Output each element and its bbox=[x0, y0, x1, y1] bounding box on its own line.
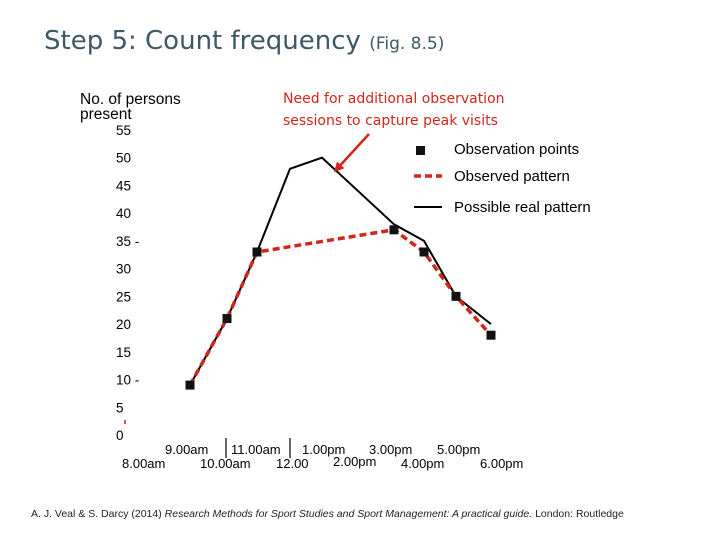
y-tick-label: 55 bbox=[116, 123, 131, 138]
x-axis-labels: 8.00am9.00am10.00am11.00am12.001.00pm2.0… bbox=[122, 442, 523, 471]
annotation-line-2: sessions to capture peak visits bbox=[283, 113, 498, 129]
x-axis-separators bbox=[225, 438, 291, 458]
legend-label: Observation points bbox=[454, 141, 579, 158]
y-tick-label: 35 - bbox=[116, 234, 139, 249]
x-tick-label: 2.00pm bbox=[333, 454, 376, 469]
citation-publisher: London: Routledge bbox=[532, 508, 624, 520]
observation-point bbox=[486, 330, 496, 340]
y-tick-label: 30 bbox=[116, 262, 131, 277]
title-figure-ref: (Fig. 8.5) bbox=[369, 34, 445, 54]
x-tick-label: 5.00pm bbox=[437, 442, 480, 457]
x-tick-label: 1.00pm bbox=[302, 442, 345, 457]
x-tick-label: 9.00am bbox=[165, 442, 208, 457]
y-tick-label: 40 bbox=[116, 206, 131, 221]
citation-title: Research Methods for Sport Studies and S… bbox=[164, 508, 533, 520]
citation: A. J. Veal & S. Darcy (2014) Research Me… bbox=[31, 508, 624, 520]
annotation-line-1: Need for additional observation bbox=[283, 91, 505, 107]
observation-point bbox=[222, 314, 232, 324]
observation-points-series bbox=[185, 225, 496, 390]
y-tick-label: 25 bbox=[116, 289, 131, 304]
observation-point bbox=[389, 225, 399, 235]
y-tick-label: 50 bbox=[116, 151, 131, 166]
y-tick-label: 5 bbox=[116, 400, 124, 415]
x-tick-label: 8.00am bbox=[122, 456, 165, 471]
y-tick-label: 15 bbox=[116, 345, 131, 360]
observation-point bbox=[419, 247, 429, 257]
y-axis-label-line-1: No. of persons bbox=[80, 91, 181, 108]
y-axis-label-line-2: present bbox=[80, 106, 132, 123]
observed-pattern-series bbox=[188, 227, 493, 386]
observation-point bbox=[252, 247, 262, 257]
slide-title: Step 5: Count frequency (Fig. 8.5) bbox=[44, 26, 444, 56]
citation-authors: A. J. Veal & S. Darcy (2014) bbox=[31, 508, 165, 520]
x-tick-label: 3.00pm bbox=[369, 442, 412, 457]
x-tick-label: 10.00am bbox=[200, 456, 251, 471]
title-text: Step 5: Count frequency bbox=[44, 26, 361, 56]
annotation-arrow bbox=[333, 133, 370, 173]
annotation-text: Need for additional observation sessions… bbox=[283, 88, 505, 132]
x-tick-label: 11.00am bbox=[231, 442, 281, 457]
legend-label: Possible real pattern bbox=[454, 199, 591, 216]
y-tick-label: 10 - bbox=[116, 373, 139, 388]
x-tick-label: 4.00pm bbox=[401, 456, 444, 471]
legend-label: Observed pattern bbox=[454, 168, 570, 185]
real-pattern-line bbox=[189, 156, 492, 386]
y-tick-label: 0 bbox=[116, 428, 124, 443]
x-tick-label: 12.00 bbox=[276, 456, 309, 471]
y-axis-ticks: 0 5 10 - 15 20 25 30 35 - 40 45 50 55 bbox=[116, 123, 139, 443]
x-tick-label: 6.00pm bbox=[480, 456, 523, 471]
legend: Observation points Observed pattern Possib… bbox=[414, 141, 591, 216]
y-tick-label: 45 bbox=[116, 178, 131, 193]
real-pattern-series bbox=[189, 156, 492, 386]
observation-point bbox=[451, 291, 461, 301]
observed-pattern-line bbox=[188, 227, 493, 386]
y-tick-label: 20 bbox=[116, 317, 131, 332]
observation-point bbox=[185, 380, 195, 390]
legend-swatch-square bbox=[416, 146, 425, 155]
